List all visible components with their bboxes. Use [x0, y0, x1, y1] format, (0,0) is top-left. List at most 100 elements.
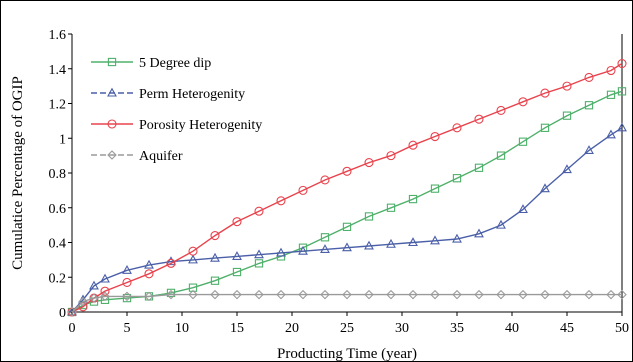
- data-point: [166, 258, 176, 268]
- data-point: [78, 296, 88, 307]
- data-point: [298, 185, 308, 195]
- data-point: [540, 183, 550, 193]
- data-point: [584, 72, 594, 82]
- data-point: [320, 175, 330, 185]
- data-point: [364, 289, 374, 300]
- data-point: [122, 277, 132, 288]
- data-point: [342, 242, 352, 252]
- data-point: [617, 122, 627, 132]
- data-point: [166, 256, 176, 266]
- data-point: [386, 151, 396, 161]
- data-point: [430, 131, 440, 142]
- data-point: [254, 289, 264, 300]
- series-square: [67, 87, 627, 317]
- data-point: [408, 237, 418, 247]
- y-tick-label: 0.4: [49, 237, 67, 252]
- data-point: [562, 289, 572, 300]
- data-point: [540, 289, 550, 300]
- x-axis-label: Producting Time (year): [277, 346, 417, 362]
- legend-marker: [107, 150, 117, 160]
- data-point: [276, 247, 286, 257]
- data-point: [518, 204, 528, 214]
- data-point: [100, 273, 110, 283]
- data-point: [276, 289, 286, 300]
- x-tick-label: 30: [395, 321, 409, 336]
- x-tick-label: 10: [175, 321, 189, 336]
- series-line: [71, 62, 623, 313]
- data-point: [342, 289, 352, 300]
- legend-marker: [107, 87, 117, 97]
- x-tick-label: 25: [340, 321, 354, 336]
- data-point: [452, 233, 462, 243]
- data-point: [232, 289, 242, 300]
- y-tick-label: 1.4: [49, 63, 67, 78]
- data-point: [430, 235, 440, 245]
- data-point: [298, 289, 308, 300]
- data-point: [474, 289, 484, 300]
- series-triangle: [67, 122, 627, 316]
- x-tick-label: 40: [505, 321, 519, 336]
- data-point: [100, 286, 110, 296]
- data-point: [144, 269, 154, 279]
- y-tick-label: 0.8: [49, 167, 67, 182]
- series-group: [67, 58, 627, 317]
- data-point: [364, 240, 374, 250]
- data-point: [210, 252, 220, 262]
- data-point: [518, 97, 528, 107]
- data-point: [89, 293, 99, 303]
- data-point: [276, 196, 286, 206]
- data-point: [188, 289, 198, 300]
- data-point: [386, 289, 396, 300]
- data-point: [254, 249, 264, 259]
- data-point: [364, 212, 374, 221]
- data-point: [320, 244, 330, 253]
- data-point: [584, 289, 594, 300]
- data-point: [408, 289, 418, 300]
- x-tick-label: 5: [124, 321, 131, 336]
- data-point: [540, 88, 550, 98]
- legend-label: 5 Degree dip: [139, 56, 211, 71]
- legend-marker: [107, 119, 117, 129]
- data-point: [452, 289, 462, 300]
- data-point: [298, 245, 308, 255]
- data-point: [430, 184, 440, 193]
- data-point: [166, 289, 176, 300]
- data-point: [320, 289, 330, 300]
- series-line: [71, 90, 623, 313]
- data-point: [562, 111, 572, 120]
- y-tick-label: 0.6: [49, 202, 67, 217]
- data-point: [144, 259, 154, 269]
- data-point: [518, 289, 528, 300]
- legend-label: Porosity Heterogenity: [139, 118, 262, 133]
- data-point: [342, 222, 352, 232]
- legend-marker: [107, 57, 117, 67]
- data-point: [232, 251, 242, 260]
- y-axis-label: Cumulatice Percentage of OGIP: [10, 76, 26, 270]
- data-point: [496, 219, 506, 229]
- x-tick-label: 35: [450, 321, 464, 336]
- y-tick-label: 1.2: [49, 98, 67, 113]
- data-point: [188, 246, 198, 256]
- data-point: [540, 123, 550, 132]
- series-line: [71, 127, 623, 313]
- series-circle: [67, 58, 627, 317]
- legend: 5 Degree dip Perm Heterogenity Porosity He…: [91, 56, 262, 164]
- data-point: [210, 276, 220, 285]
- legend-label: Perm Heterogenity: [139, 87, 245, 102]
- x-tick-label: 50: [615, 321, 629, 336]
- data-point: [100, 291, 110, 302]
- data-point: [386, 238, 396, 248]
- data-point: [584, 145, 594, 154]
- data-point: [474, 228, 484, 238]
- x-tick-label: 45: [560, 321, 574, 336]
- y-tick-label: 0: [59, 306, 66, 321]
- data-point: [67, 307, 77, 317]
- series-diamond: [67, 289, 627, 317]
- x-ticks: 0 5 10 15 20 25 30 35 40 45 50: [69, 312, 629, 336]
- x-tick-label: 15: [230, 321, 244, 336]
- data-point: [562, 164, 572, 174]
- data-point: [188, 254, 198, 264]
- data-point: [496, 151, 506, 160]
- data-point: [452, 174, 462, 183]
- data-point: [320, 233, 330, 242]
